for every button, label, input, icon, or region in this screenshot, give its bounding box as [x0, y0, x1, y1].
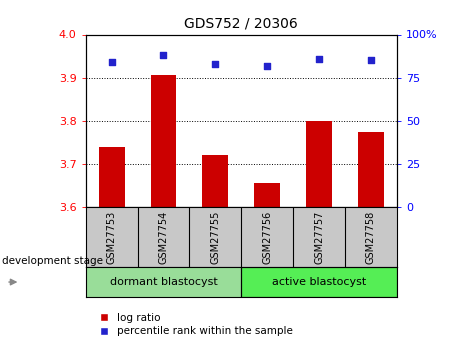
Bar — [99, 147, 124, 207]
Point — [212, 61, 219, 67]
Bar — [358, 131, 384, 207]
Point — [108, 59, 115, 65]
Text: dormant blastocyst: dormant blastocyst — [110, 277, 217, 287]
Text: GSM27758: GSM27758 — [366, 210, 376, 264]
Point — [316, 56, 323, 61]
Text: development stage: development stage — [2, 256, 103, 266]
Legend: log ratio, percentile rank within the sample: log ratio, percentile rank within the sa… — [100, 313, 292, 336]
Text: GSM27755: GSM27755 — [210, 210, 221, 264]
Title: GDS752 / 20306: GDS752 / 20306 — [184, 17, 298, 31]
Bar — [241, 267, 397, 297]
Bar — [151, 76, 176, 207]
Bar — [254, 183, 280, 207]
Text: active blastocyst: active blastocyst — [272, 277, 366, 287]
Text: GSM27753: GSM27753 — [106, 210, 117, 264]
Point — [263, 63, 271, 68]
Text: GSM27754: GSM27754 — [158, 210, 169, 264]
Text: GSM27757: GSM27757 — [314, 210, 324, 264]
Text: GSM27756: GSM27756 — [262, 210, 272, 264]
Bar — [202, 155, 228, 207]
Point — [160, 52, 167, 58]
Bar — [306, 121, 332, 207]
Point — [368, 58, 375, 63]
